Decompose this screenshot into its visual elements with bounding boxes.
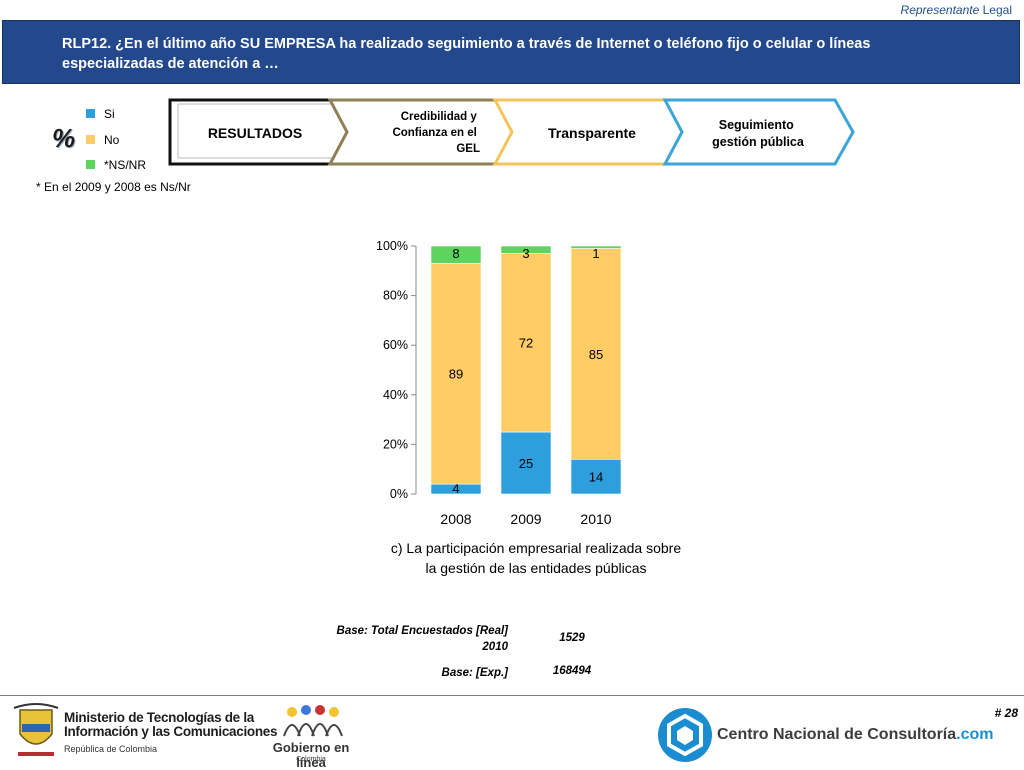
base-total-label: Base: Total Encuestados [Real] 2010	[336, 625, 508, 653]
step-seguimiento: Seguimiento gestión pública	[712, 118, 805, 149]
bar-segment	[500, 431, 552, 495]
legend-swatch-nsnr	[86, 160, 95, 169]
title-bar	[2, 20, 1020, 84]
x-tick-label: 2009	[510, 511, 541, 527]
legend-swatch-si	[86, 109, 95, 118]
page-title: RLP12. ¿En el último año SU EMPRESA ha r…	[62, 36, 871, 72]
data-label: 3	[522, 246, 529, 261]
stacked-bar-chart: 0% 20% 40% 60% 80% 100% 4 89 8 2008 25 72 3 2009 14 85 1…	[376, 239, 622, 527]
y-tick-label: 80%	[383, 289, 408, 303]
chart-caption: c) La participación empresarial realizad…	[390, 540, 682, 576]
data-label: 89	[449, 367, 463, 382]
data-label: 14	[589, 470, 603, 485]
y-tick-label: 60%	[383, 338, 408, 352]
ministry-name: Ministerio de Tecnologías de la Informac…	[64, 710, 278, 739]
percent-symbol: %	[52, 123, 76, 153]
bar-segment	[430, 245, 482, 264]
data-label: 4	[452, 481, 459, 496]
base-exp-label: Base: [Exp.]	[441, 667, 508, 679]
colombia-coat-of-arms-icon	[13, 703, 59, 756]
legend-item-nsnr: *NS/NR	[86, 158, 146, 172]
role-label: Representante Legal	[900, 3, 1012, 17]
legend-item-si: Si	[86, 107, 115, 121]
ministry-subtitle: República de Colombia	[64, 744, 158, 754]
gobierno-en-linea-logo-icon	[283, 705, 343, 737]
data-label: 8	[452, 246, 459, 261]
base-exp-value: 168494	[552, 665, 592, 677]
legend-swatch-no	[86, 135, 95, 144]
bar-segment	[570, 248, 622, 460]
bar-segment	[570, 458, 622, 495]
data-label: 1	[592, 246, 599, 261]
chevron-seguimiento	[662, 98, 855, 166]
y-tick-label: 100%	[376, 239, 408, 253]
cnc-logo-icon	[658, 708, 712, 762]
gel-subtitle: Colombia	[296, 756, 326, 763]
cnc-name: Centro Nacional de Consultoría.com	[717, 726, 994, 743]
bar-segment	[500, 245, 552, 254]
x-tick-label: 2008	[440, 511, 471, 527]
data-label: 25	[519, 456, 533, 471]
gel-name: Gobierno en línea	[272, 740, 350, 770]
bar-segment	[570, 245, 622, 249]
bar-segment	[430, 263, 482, 485]
process-chevrons: RESULTADOS Credibilidad y Confianza en e…	[168, 98, 855, 166]
y-tick-label: 40%	[383, 388, 408, 402]
bar-segment	[500, 253, 552, 433]
legend-item-no: No	[86, 133, 119, 147]
y-tick-label: 0%	[390, 487, 408, 501]
step-transparente: Transparente	[548, 125, 636, 141]
step-credibilidad: Credibilidad y Confianza en el GEL	[392, 111, 480, 155]
step-resultados: RESULTADOS	[208, 125, 302, 141]
page-number: # 28	[994, 706, 1018, 720]
data-label: 85	[589, 347, 603, 362]
data-label: 72	[519, 336, 533, 351]
footnote: * En el 2009 y 2008 es Ns/Nr	[36, 180, 191, 194]
x-tick-label: 2010	[580, 511, 611, 527]
base-total-value: 1529	[559, 632, 585, 644]
footer-divider	[0, 695, 1024, 696]
y-tick-label: 20%	[383, 437, 408, 451]
